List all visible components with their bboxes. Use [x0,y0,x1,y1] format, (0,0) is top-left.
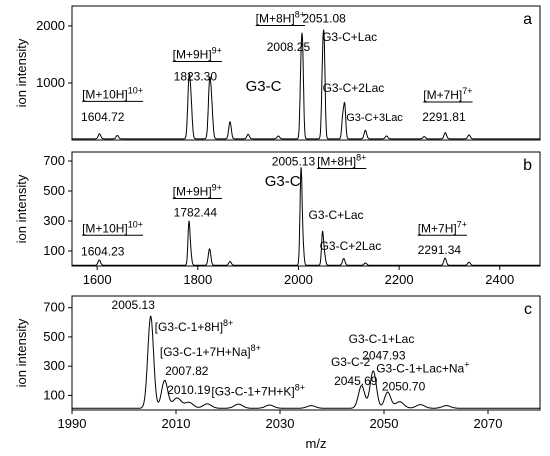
y-tick-label: 100 [43,387,65,402]
peak-annotation: G3-C+Lac [309,208,364,222]
peak-annotation: G3-C+2Lac [320,239,382,253]
x-tick-label: 1990 [58,416,87,431]
peak-annotation: G3-C-1+Lac+Na+ [376,360,469,376]
peak-annotation: [M+8H]8+ [256,10,305,26]
peak-annotation: 2050.70 [382,379,426,393]
peak-annotation: 2005.13 [272,155,316,169]
peak-annotation: [G3-C-1+8H]8+ [155,318,234,334]
peak-annotation: G3-C+3Lac [346,112,403,124]
peak-annotation: G3-C-2 [331,355,371,369]
peak-annotation: G3-C [265,173,301,190]
x-tick-label: 2050 [370,416,399,431]
peak-annotation: G3-C+2Lac [323,81,385,95]
peak-annotation: 2010.19 [167,383,211,397]
peak-annotation: 1604.23 [81,245,125,259]
y-tick-label: 300 [43,358,65,373]
peak-annotation: 1782.44 [174,206,218,220]
peak-annotation: [M+10H]10+ [82,219,143,235]
x-tick-label: 2030 [266,416,295,431]
peak-annotation: G3-C-1+Lac [349,332,415,346]
peak-annotation: G3-C [246,78,282,95]
plot-frame [71,151,541,267]
plot-frame [71,295,541,411]
y-tick-label: 700 [43,300,65,315]
peak-annotation: 2051.08 [302,12,346,26]
peak-annotation: 2007.82 [165,364,209,378]
spectrum-line [71,29,541,140]
peak-annotation: 2008.25 [267,40,311,54]
panel-c: 100 300 500 700 1990 2010 2030 2050 2070 ion inte… [14,295,541,451]
panel-b: 100 300 500 700 1600 1800 2000 2200 2400 ion inte… [14,151,541,287]
peak-annotation: [M+9H]9+ [173,183,222,199]
peak-annotation: G3-C+Lac [322,30,377,44]
spectrum-line [71,315,541,409]
x-tick-label: 2010 [162,416,191,431]
x-axis-label: m/z [306,436,327,451]
peak-annotation: [M+7H]7+ [423,86,472,102]
peak-annotation: [G3-C-1+7H+K]8+ [211,382,305,398]
peak-annotation: [M+8H]8+ [317,153,366,169]
y-tick-label: 500 [43,183,65,198]
panel-letter: a [523,11,532,28]
x-tick-label: 2070 [474,416,503,431]
plot-frame [71,5,541,141]
x-tick-label: 2000 [284,272,313,287]
peak-annotation: 1823.30 [174,70,218,84]
y-tick-label: 2000 [36,18,65,33]
peak-annotation: [M+10H]10+ [82,85,143,101]
panel-a: 1000 2000 ion intensity a [M+10H]10+ 1604.72 [… [14,5,541,141]
y-tick-label: 300 [43,213,65,228]
peak-annotation: 2291.81 [422,110,466,124]
peak-annotation: 2005.13 [112,298,156,312]
peak-annotation: [M+7H]7+ [418,219,467,235]
spectrum-line [71,167,541,266]
panel-letter: c [524,301,532,318]
peak-annotation: [G3-C-1+7H+Na]8+ [160,343,261,359]
y-tick-label: 700 [43,153,65,168]
y-tick-label: 1000 [36,75,65,90]
y-axis-label: ion intensity [14,38,29,107]
y-tick-label: 500 [43,329,65,344]
peak-annotation: 2047.93 [362,349,406,363]
peak-annotation: 2045.69 [334,374,378,388]
y-axis-label: ion intensity [14,318,29,387]
peak-annotation: [M+9H]9+ [173,45,222,61]
x-tick-label: 1600 [83,272,112,287]
x-tick-label: 2200 [385,272,414,287]
peak-annotation: 2291.34 [418,243,462,257]
x-tick-label: 1800 [183,272,212,287]
panel-letter: b [523,157,532,174]
x-tick-label: 2400 [485,272,514,287]
y-tick-label: 100 [43,243,65,258]
peak-annotation: 1604.72 [81,110,125,124]
y-axis-label: ion intensity [14,174,29,243]
